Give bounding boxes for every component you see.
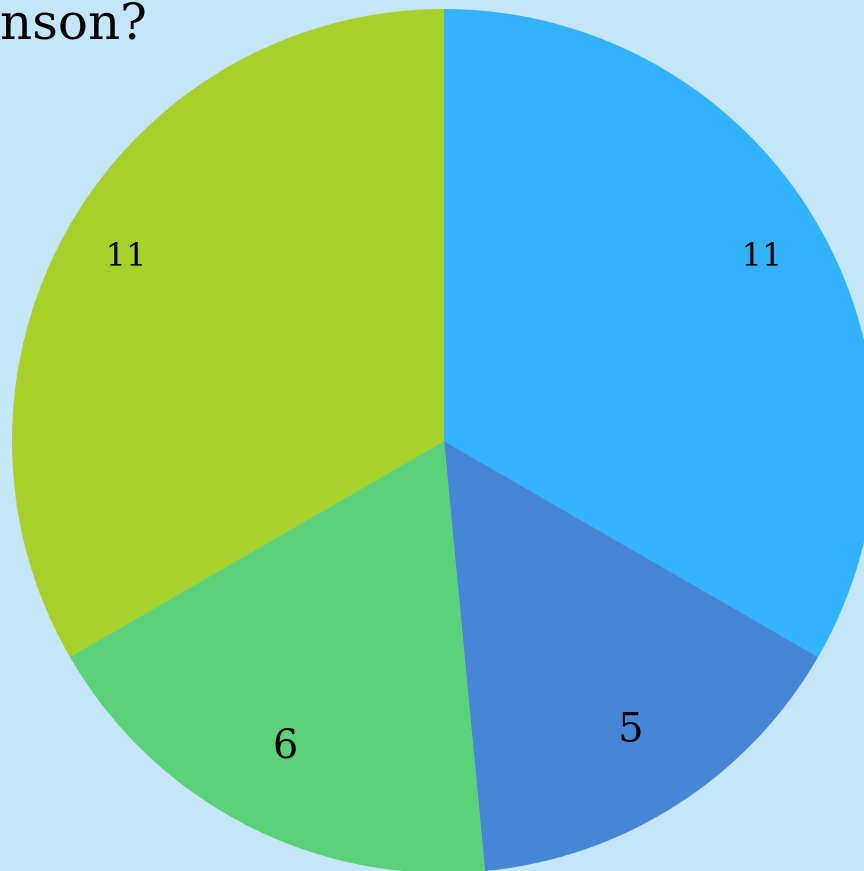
pie-slice-label-1: 11 bbox=[742, 236, 783, 274]
pie-slice-4 bbox=[12, 9, 445, 657]
pie-slice-3 bbox=[69, 441, 486, 871]
pie-slice-label-3: 6 bbox=[273, 722, 298, 768]
pie-slice-label-4: 11 bbox=[106, 236, 147, 274]
pie-slice-2 bbox=[444, 441, 819, 871]
chart-title: nson? bbox=[0, 0, 147, 51]
pie-slice-1 bbox=[444, 9, 864, 657]
pie-slice-label-2: 5 bbox=[618, 706, 643, 752]
